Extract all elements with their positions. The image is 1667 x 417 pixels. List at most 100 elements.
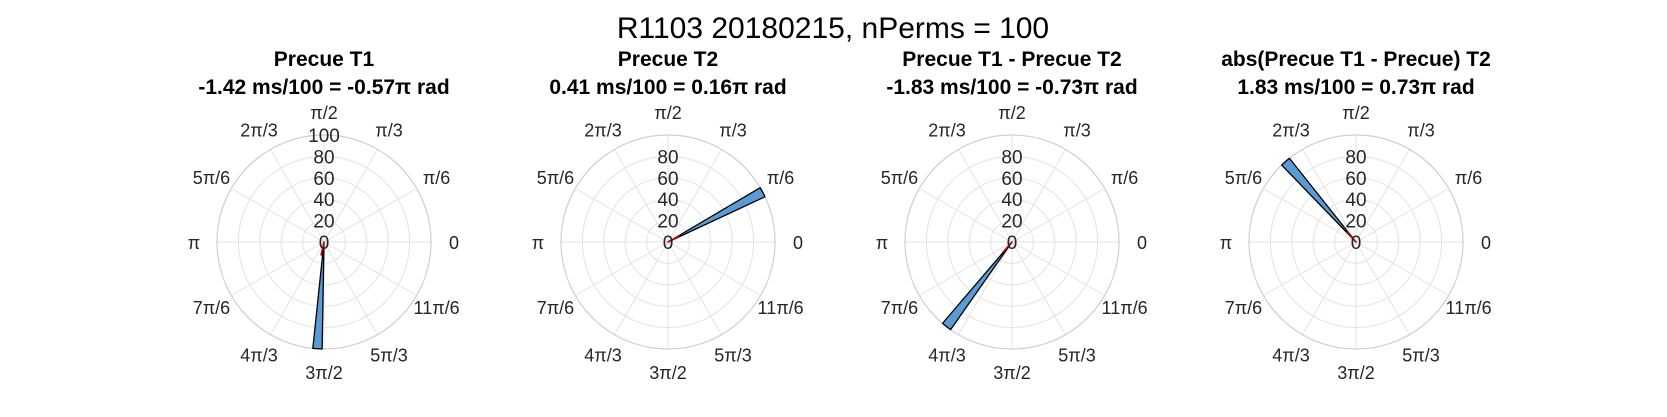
plot-subtitle: 1.83 ms/100 = 0.73π rad xyxy=(1237,76,1474,99)
grid-spoke xyxy=(1302,241,1357,335)
radial-tick-label: 60 xyxy=(1001,169,1022,190)
grid-spoke xyxy=(958,149,1013,243)
grid-spoke xyxy=(1355,149,1410,243)
grid-spoke xyxy=(1011,241,1105,296)
theta-tick-label: π/2 xyxy=(998,103,1025,123)
theta-tick-label: π xyxy=(876,233,888,253)
theta-tick-label: 7π/6 xyxy=(193,298,230,318)
grid-spoke xyxy=(1302,149,1357,243)
grid-spoke xyxy=(270,241,325,335)
grid-spoke xyxy=(323,188,417,243)
theta-tick-label: 2π/3 xyxy=(928,120,965,140)
radial-tick-label: 0 xyxy=(1351,233,1362,254)
histogram-bar xyxy=(667,187,766,243)
radial-tick-label: 60 xyxy=(657,169,678,190)
radial-tick-label: 40 xyxy=(657,190,678,211)
radial-tick-label: 40 xyxy=(1345,190,1366,211)
radial-tick-label: 100 xyxy=(308,126,340,147)
plot-title: Precue T2 xyxy=(618,48,718,71)
theta-tick-label: π/3 xyxy=(1407,120,1434,140)
theta-tick-label: 2π/3 xyxy=(240,120,277,140)
grid-spoke xyxy=(231,241,325,296)
theta-tick-label: 5π/3 xyxy=(370,346,407,366)
polar-plot-4: abs(Precue T1 - Precue) T2 1.83 ms/100 = … xyxy=(1220,48,1492,383)
theta-tick-label: 2π/3 xyxy=(1272,120,1309,140)
polar-plot-2: Precue T2 0.41 ms/100 = 0.16π rad 0 π/6 π/3 π… xyxy=(532,48,804,383)
histogram-bar xyxy=(941,241,1013,331)
theta-tick-label: π/6 xyxy=(767,168,794,188)
radial-tick-label: 80 xyxy=(1345,147,1366,168)
theta-tick-label: 5π/6 xyxy=(193,168,230,188)
theta-tick-label: 0 xyxy=(1481,233,1491,253)
radial-tick-label: 60 xyxy=(1345,169,1366,190)
theta-tick-label: 5π/3 xyxy=(714,346,751,366)
theta-tick-label: 2π/3 xyxy=(584,120,621,140)
theta-tick-label: 0 xyxy=(1137,233,1147,253)
theta-tick-label: 5π/3 xyxy=(1402,346,1439,366)
plot-subtitle: 0.41 ms/100 = 0.16π rad xyxy=(549,76,786,99)
radial-tick-label: 80 xyxy=(657,147,678,168)
theta-tick-label: π/6 xyxy=(423,168,450,188)
theta-tick-label: 11π/6 xyxy=(1446,298,1492,318)
theta-tick-label: 3π/2 xyxy=(649,363,686,383)
theta-tick-label: 11π/6 xyxy=(758,298,804,318)
radial-tick-label: 0 xyxy=(1007,233,1018,254)
outer-circle xyxy=(1248,134,1464,350)
grid-spoke xyxy=(1355,241,1449,296)
theta-tick-label: 4π/3 xyxy=(928,346,965,366)
plot-subtitle: -1.42 ms/100 = -0.57π rad xyxy=(198,76,449,99)
theta-tick-label: 5π/6 xyxy=(537,168,574,188)
radial-tick-label: 60 xyxy=(313,169,334,190)
grid-spoke xyxy=(1011,149,1066,243)
theta-tick-label: 4π/3 xyxy=(584,346,621,366)
grid-spoke xyxy=(1011,188,1105,243)
radial-tick-label: 20 xyxy=(657,212,678,233)
radial-tick-label: 0 xyxy=(319,233,330,254)
plot-title: abs(Precue T1 - Precue) T2 xyxy=(1221,48,1491,71)
grid-spoke xyxy=(270,149,325,243)
theta-tick-label: 11π/6 xyxy=(1102,298,1148,318)
theta-tick-label: 4π/3 xyxy=(1272,346,1309,366)
theta-tick-label: π xyxy=(532,233,544,253)
histogram-bar xyxy=(312,241,325,350)
theta-tick-label: π/3 xyxy=(375,120,402,140)
polar-plot-1: Precue T1 -1.42 ms/100 = -0.57π rad 0 π/6 π/… xyxy=(188,48,460,383)
grid-spoke xyxy=(1263,241,1357,296)
grid-spoke xyxy=(667,241,722,335)
grid-spoke xyxy=(919,188,1013,243)
grid-spoke xyxy=(575,188,669,243)
theta-tick-label: 5π/3 xyxy=(1058,346,1095,366)
outer-circle xyxy=(904,134,1120,350)
grid-spoke xyxy=(1355,188,1449,243)
theta-tick-label: 7π/6 xyxy=(537,298,574,318)
theta-tick-label: 3π/2 xyxy=(1337,363,1374,383)
plot-subtitle: -1.83 ms/100 = -0.73π rad xyxy=(886,76,1137,99)
radial-tick-label: 80 xyxy=(1001,147,1022,168)
theta-tick-label: π xyxy=(1220,233,1232,253)
theta-tick-label: π/3 xyxy=(719,120,746,140)
theta-tick-label: 3π/2 xyxy=(993,363,1030,383)
theta-tick-label: 4π/3 xyxy=(240,346,277,366)
grid-spoke xyxy=(1011,241,1066,335)
theta-tick-label: π/3 xyxy=(1063,120,1090,140)
theta-tick-label: 0 xyxy=(793,233,803,253)
theta-tick-label: 5π/6 xyxy=(1225,168,1262,188)
grid-spoke xyxy=(1355,241,1410,335)
theta-tick-label: 5π/6 xyxy=(881,168,918,188)
radial-tick-label: 20 xyxy=(313,212,334,233)
plot-title: Precue T1 xyxy=(274,48,375,71)
radial-tick-label: 40 xyxy=(1001,190,1022,211)
theta-tick-label: 7π/6 xyxy=(1225,298,1262,318)
theta-tick-label: π/2 xyxy=(310,103,337,123)
grid-spoke xyxy=(667,241,761,296)
radial-tick-label: 40 xyxy=(313,190,334,211)
grid-spoke xyxy=(1263,188,1357,243)
grid-spoke xyxy=(323,241,417,296)
figure-title: R1103 20180215, nPerms = 100 xyxy=(617,12,1049,45)
theta-tick-label: π/2 xyxy=(1342,103,1369,123)
grid-spoke xyxy=(958,241,1013,335)
theta-tick-label: 0 xyxy=(449,233,459,253)
radial-tick-label: 80 xyxy=(313,147,334,168)
theta-tick-label: 3π/2 xyxy=(305,363,342,383)
radial-tick-label: 0 xyxy=(663,233,674,254)
